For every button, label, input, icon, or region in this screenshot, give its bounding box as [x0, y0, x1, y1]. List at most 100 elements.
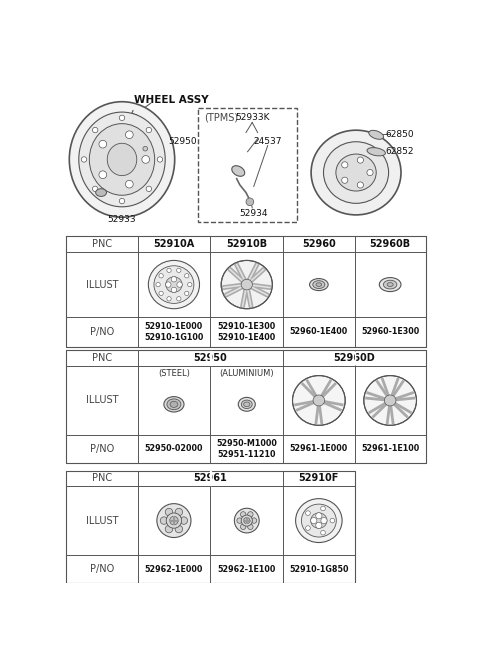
Circle shape: [180, 517, 188, 524]
Circle shape: [81, 157, 87, 162]
Text: 52910B: 52910B: [226, 239, 267, 249]
Circle shape: [311, 517, 317, 523]
Circle shape: [321, 506, 325, 511]
Ellipse shape: [313, 395, 324, 406]
Circle shape: [177, 282, 182, 288]
Text: P/NO: P/NO: [90, 444, 114, 454]
Ellipse shape: [301, 504, 336, 537]
Ellipse shape: [148, 261, 200, 309]
Circle shape: [143, 146, 147, 151]
Circle shape: [165, 525, 173, 533]
Circle shape: [165, 508, 173, 515]
Circle shape: [357, 157, 363, 163]
Circle shape: [146, 186, 152, 191]
Ellipse shape: [107, 143, 137, 176]
Circle shape: [120, 198, 125, 204]
Text: PNC: PNC: [92, 239, 112, 249]
Text: 52950: 52950: [168, 138, 197, 146]
Ellipse shape: [336, 154, 376, 191]
Circle shape: [188, 282, 192, 287]
Text: 52933K: 52933K: [235, 113, 269, 122]
Ellipse shape: [384, 280, 397, 289]
Text: 52960D: 52960D: [334, 353, 375, 363]
Text: 52961-1E000: 52961-1E000: [290, 445, 348, 453]
Bar: [66, 350, 426, 463]
Ellipse shape: [154, 266, 194, 303]
Text: 52960: 52960: [302, 239, 336, 249]
Ellipse shape: [369, 130, 384, 140]
Circle shape: [142, 156, 150, 163]
Circle shape: [167, 297, 171, 301]
Bar: [210, 472, 211, 485]
Ellipse shape: [379, 278, 401, 291]
Ellipse shape: [238, 398, 255, 411]
Ellipse shape: [292, 375, 345, 425]
Bar: [66, 470, 355, 583]
Circle shape: [93, 186, 98, 191]
Ellipse shape: [79, 112, 165, 207]
Circle shape: [171, 287, 177, 293]
Ellipse shape: [296, 498, 342, 542]
Ellipse shape: [241, 279, 252, 290]
Circle shape: [357, 182, 363, 188]
Ellipse shape: [316, 283, 322, 286]
Circle shape: [175, 508, 182, 515]
Circle shape: [157, 157, 163, 162]
Circle shape: [321, 531, 325, 535]
Text: 52950-M1000
52951-11210: 52950-M1000 52951-11210: [216, 440, 277, 458]
Ellipse shape: [157, 504, 191, 538]
Circle shape: [306, 526, 310, 531]
Text: 52933: 52933: [108, 215, 136, 224]
Ellipse shape: [311, 513, 327, 529]
Circle shape: [93, 127, 98, 133]
Text: P/NO: P/NO: [90, 327, 114, 337]
Ellipse shape: [221, 261, 272, 309]
Circle shape: [177, 297, 181, 301]
Text: 52962-1E000: 52962-1E000: [145, 565, 203, 574]
Text: ILLUST: ILLUST: [85, 396, 118, 405]
Text: ILLUST: ILLUST: [85, 280, 118, 290]
Ellipse shape: [241, 400, 252, 409]
Circle shape: [237, 518, 242, 523]
Ellipse shape: [311, 130, 401, 215]
Circle shape: [177, 268, 181, 272]
Ellipse shape: [364, 375, 417, 425]
Ellipse shape: [232, 166, 245, 176]
Circle shape: [166, 282, 171, 288]
Text: 52961-1E100: 52961-1E100: [361, 445, 419, 453]
Ellipse shape: [166, 513, 181, 528]
Ellipse shape: [166, 277, 182, 292]
Text: 52910-1E000
52910-1G100: 52910-1E000 52910-1G100: [144, 322, 204, 342]
Text: 52960-1E400: 52960-1E400: [290, 328, 348, 337]
Circle shape: [99, 140, 107, 148]
Ellipse shape: [89, 124, 155, 195]
Ellipse shape: [234, 508, 259, 533]
Circle shape: [185, 274, 189, 278]
Text: ILLUST: ILLUST: [85, 515, 118, 525]
Circle shape: [167, 268, 171, 272]
Ellipse shape: [313, 281, 325, 288]
Bar: [210, 351, 211, 365]
Circle shape: [306, 511, 310, 515]
Circle shape: [321, 517, 327, 523]
Text: (TPMS): (TPMS): [204, 112, 238, 122]
Bar: [66, 236, 426, 346]
Circle shape: [367, 170, 373, 176]
Ellipse shape: [244, 402, 250, 407]
Text: P/NO: P/NO: [90, 564, 114, 574]
Text: 62852: 62852: [385, 147, 414, 157]
Circle shape: [316, 522, 322, 529]
Circle shape: [120, 115, 125, 121]
Circle shape: [156, 282, 160, 287]
Text: (ALUMINIUM): (ALUMINIUM): [219, 369, 274, 378]
Text: 52960-1E300: 52960-1E300: [361, 328, 419, 337]
Circle shape: [159, 274, 163, 278]
Circle shape: [125, 131, 133, 139]
Circle shape: [146, 127, 152, 133]
Text: 52910-1G850: 52910-1G850: [289, 565, 348, 574]
Text: 52910F: 52910F: [299, 473, 339, 483]
Text: PNC: PNC: [92, 473, 112, 483]
Circle shape: [240, 524, 246, 529]
Ellipse shape: [387, 282, 393, 286]
Circle shape: [316, 513, 322, 519]
